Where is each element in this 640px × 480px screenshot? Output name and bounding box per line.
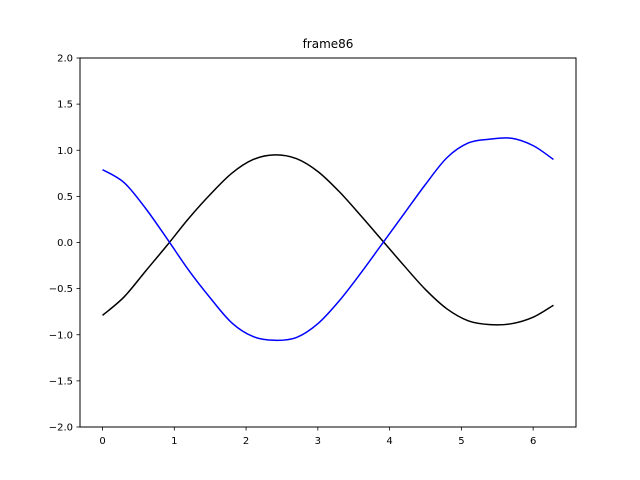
series-line-1 [102, 154, 554, 326]
y-tick-label: 1.0 [57, 146, 73, 157]
series-line-2 [102, 137, 554, 342]
chart-title: frame86 [303, 37, 354, 51]
y-tick-label: −1.5 [49, 376, 73, 387]
y-tick-label: −0.5 [49, 284, 73, 295]
x-tick-label: 5 [458, 436, 464, 447]
x-tick-label: 4 [386, 436, 392, 447]
y-tick-label: 1.5 [57, 100, 73, 111]
y-tick-label: −1.0 [49, 330, 73, 341]
x-tick-label: 2 [243, 436, 249, 447]
y-tick-label: −2.0 [49, 423, 73, 434]
y-tick-label: 0.5 [57, 192, 73, 203]
series-layer [102, 137, 554, 342]
x-tick-label: 0 [99, 436, 105, 447]
x-tick-label: 3 [315, 436, 321, 447]
y-tick-label: 2.0 [57, 54, 73, 65]
y-tick-label: 0.0 [57, 238, 73, 249]
axes-layer: 0 1 2 3 4 5 6 −2.0 −1.5 −1.0 −0.5 0.0 0.5 1.0 1.5 2.0 [49, 54, 537, 448]
x-tick-label: 6 [530, 436, 536, 447]
plot-area-frame [79, 57, 577, 428]
x-tick-label: 1 [171, 436, 177, 447]
